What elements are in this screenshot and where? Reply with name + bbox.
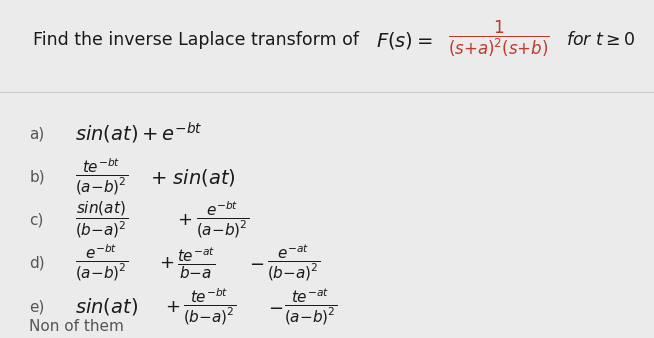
- Text: d): d): [29, 256, 45, 271]
- Text: $\dfrac{e^{-at}}{(b{-}a)^{2}}$: $\dfrac{e^{-at}}{(b{-}a)^{2}}$: [267, 243, 320, 283]
- Text: $\dfrac{e^{-bt}}{(a{-}b)^{2}}$: $\dfrac{e^{-bt}}{(a{-}b)^{2}}$: [75, 243, 128, 283]
- Text: $-$: $-$: [249, 254, 264, 272]
- Text: $\dfrac{te^{-bt}}{(a{-}b)^{2}}$: $\dfrac{te^{-bt}}{(a{-}b)^{2}}$: [75, 157, 128, 197]
- Text: a): a): [29, 126, 44, 141]
- Text: $-$: $-$: [268, 297, 283, 316]
- Text: $\dfrac{e^{-bt}}{(a{-}b)^{2}}$: $\dfrac{e^{-bt}}{(a{-}b)^{2}}$: [196, 199, 249, 240]
- Text: $\mathit{sin}(at) + e^{-bt}$: $\mathit{sin}(at) + e^{-bt}$: [75, 121, 203, 146]
- Text: b): b): [29, 170, 45, 185]
- Text: $+$: $+$: [159, 254, 174, 272]
- Text: $\dfrac{te^{-at}}{(a{-}b)^{2}}$: $\dfrac{te^{-at}}{(a{-}b)^{2}}$: [284, 287, 337, 327]
- Text: $+$: $+$: [165, 297, 181, 316]
- Text: $\mathit{F}(\mathit{s}) =$: $\mathit{F}(\mathit{s}) =$: [376, 30, 433, 51]
- Text: for $t \geq 0$: for $t \geq 0$: [566, 31, 635, 49]
- Text: $\mathit{sin}(at)$: $\mathit{sin}(at)$: [75, 296, 138, 317]
- Text: e): e): [29, 299, 45, 314]
- Text: Non of them: Non of them: [29, 319, 124, 334]
- Text: $\dfrac{te^{-at}}{b{-}a}$: $\dfrac{te^{-at}}{b{-}a}$: [177, 245, 215, 281]
- Text: c): c): [29, 212, 44, 227]
- Text: Find the inverse Laplace transform of: Find the inverse Laplace transform of: [33, 31, 358, 49]
- Text: $\dfrac{1}{(s{+}a)^{2}(s{+}b)}$: $\dfrac{1}{(s{+}a)^{2}(s{+}b)}$: [448, 18, 550, 59]
- Text: $+\ \mathit{sin}(at)$: $+\ \mathit{sin}(at)$: [150, 167, 236, 188]
- Text: $\dfrac{te^{-bt}}{(b{-}a)^{2}}$: $\dfrac{te^{-bt}}{(b{-}a)^{2}}$: [183, 287, 236, 327]
- Text: $+$: $+$: [177, 211, 192, 228]
- Text: $\dfrac{\mathit{sin}(at)}{(b{-}a)^{2}}$: $\dfrac{\mathit{sin}(at)}{(b{-}a)^{2}}$: [75, 199, 128, 240]
